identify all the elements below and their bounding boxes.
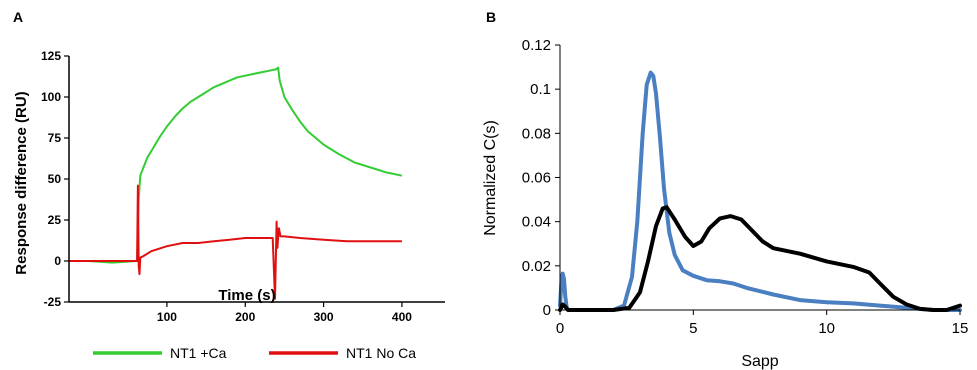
x-tick-label-a: 200 xyxy=(235,310,255,324)
legend-a: NT1 +Ca NT1 No Ca xyxy=(93,345,416,361)
series-line-nt1-noca xyxy=(69,184,402,300)
y-tick-label-a: -25 xyxy=(44,295,62,309)
x-tick-label-a: 400 xyxy=(392,310,412,324)
legend-label-nt1-noca: NT1 No Ca xyxy=(346,345,416,361)
x-tick-label-b: 0 xyxy=(556,320,564,337)
y-axis-label-b: Normalized C(s) xyxy=(482,120,499,236)
panel-label-b: B xyxy=(486,9,496,25)
panel-label-a: A xyxy=(13,9,23,25)
y-tick-label-b: 0.08 xyxy=(522,125,551,142)
x-tick-label-b: 15 xyxy=(952,320,969,337)
y-tick-label-a: 75 xyxy=(48,131,62,145)
series-line-black xyxy=(558,205,962,312)
x-tick-label-b: 5 xyxy=(689,320,697,337)
chart-panel-a: A -25 0 25 50 75 100 125 100 200 300 400 Time (s)… xyxy=(13,9,445,361)
y-axis-label-a: Response difference (RU) xyxy=(13,91,30,274)
y-tick-label-a: 25 xyxy=(48,213,62,227)
series-line-blue xyxy=(558,70,962,312)
y-tick-label-b: 0.06 xyxy=(522,170,551,187)
y-tick-label-b: 0.12 xyxy=(522,37,551,54)
chart-panel-b: B 0 0.02 0.04 0.06 0.08 0.1 0.12 0 5 10 15 Sapp N… xyxy=(482,9,968,370)
x-axis-label-b: Sapp xyxy=(741,353,778,370)
x-tick-label-a: 100 xyxy=(157,310,177,324)
y-tick-label-a: 0 xyxy=(54,254,61,268)
x-tick-label-a: 300 xyxy=(314,310,334,324)
y-tick-label-a: 50 xyxy=(48,172,62,186)
y-tick-label-a: 100 xyxy=(41,90,61,104)
y-tick-label-b: 0 xyxy=(543,302,551,319)
y-tick-label-b: 0.1 xyxy=(530,81,551,98)
y-tick-label-b: 0.04 xyxy=(522,214,551,231)
x-tick-label-b: 10 xyxy=(818,320,835,337)
series-line-nt1-ca xyxy=(69,66,403,264)
y-tick-label-b: 0.02 xyxy=(522,258,551,275)
x-axis-label-a: Time (s) xyxy=(218,287,275,304)
y-tick-label-a: 125 xyxy=(41,49,61,63)
legend-label-nt1-ca: NT1 +Ca xyxy=(170,345,227,361)
